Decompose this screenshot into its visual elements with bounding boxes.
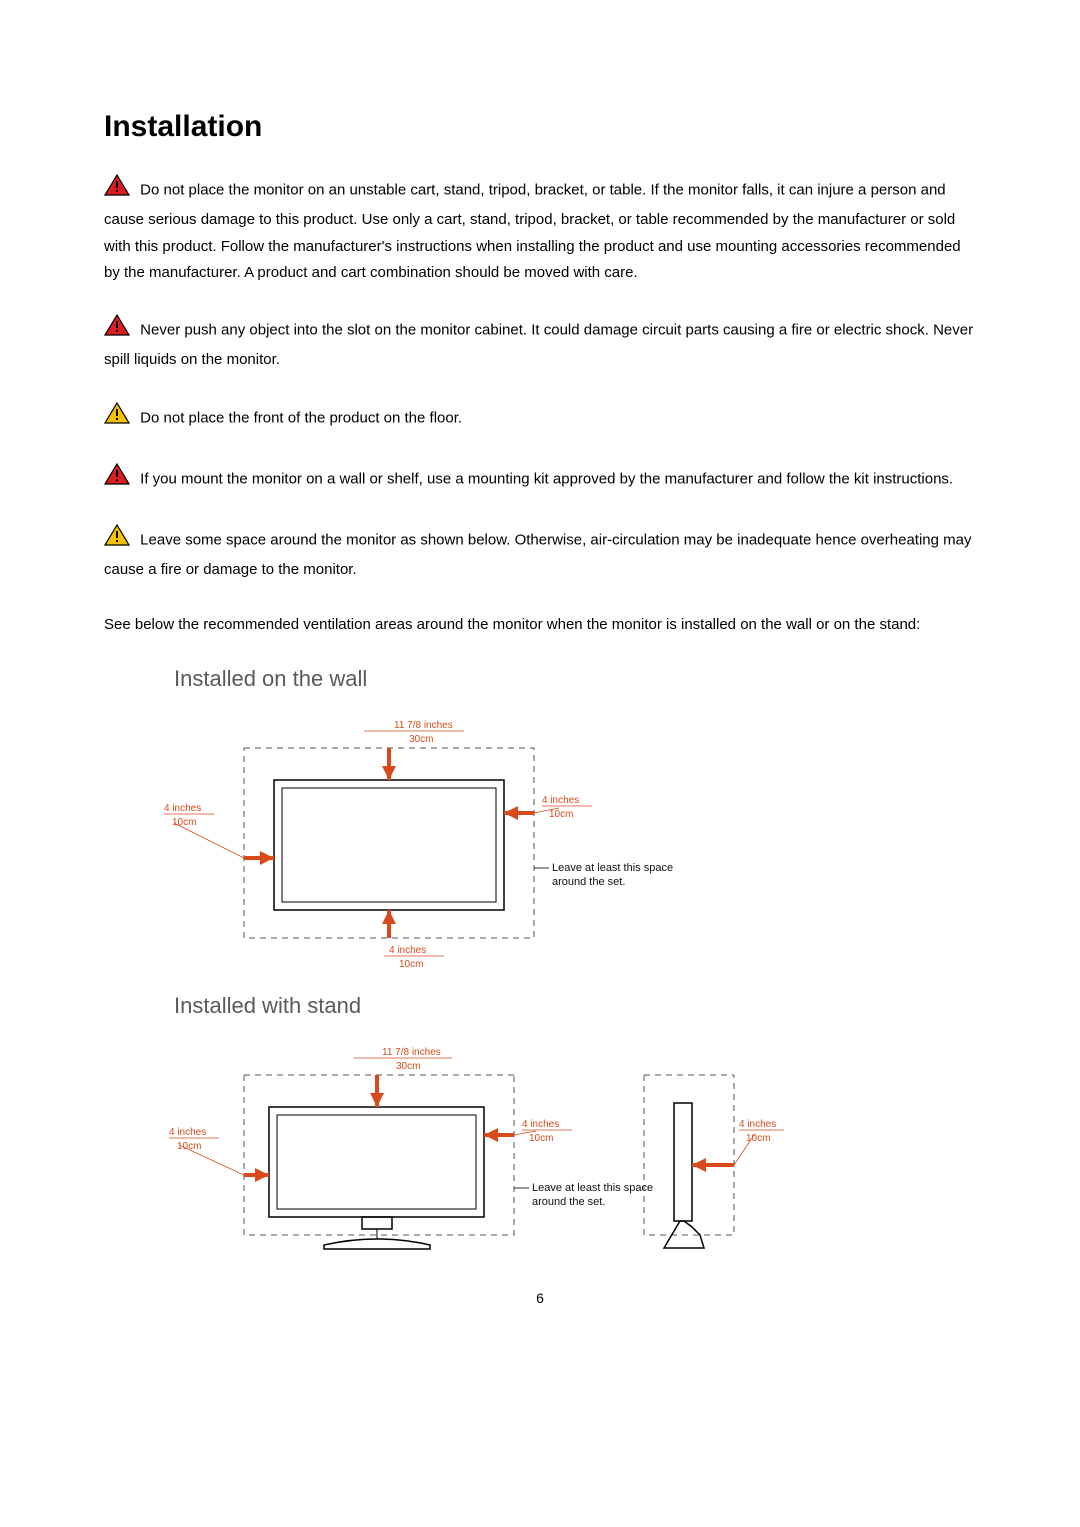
diagram-note-line1: Leave at least this space bbox=[552, 862, 673, 874]
paragraph-text: Never push any object into the slot on t… bbox=[104, 322, 973, 369]
warning-paragraph-2: Never push any object into the slot on t… bbox=[104, 314, 976, 374]
paragraph-text: If you mount the monitor on a wall or sh… bbox=[140, 470, 953, 487]
page-title: Installation bbox=[104, 110, 976, 144]
warning-icon-yellow bbox=[104, 402, 130, 433]
warning-paragraph-5: Leave some space around the monitor as s… bbox=[104, 524, 976, 584]
label-right-cm: 10cm bbox=[549, 809, 573, 820]
label-top-cm: 30cm bbox=[409, 734, 433, 745]
warning-icon-red bbox=[104, 463, 130, 494]
diagram-stand: 11 7/8 inches 30cm 4 inches 10cm 4 inche… bbox=[164, 1035, 976, 1270]
page-number: 6 bbox=[104, 1290, 976, 1306]
warning-icon-red bbox=[104, 174, 130, 205]
diagram-title-stand: Installed with stand bbox=[174, 993, 976, 1019]
diagram-note-line2: around the set. bbox=[532, 1196, 605, 1208]
label-top-inches: 11 7/8 inches bbox=[394, 720, 453, 731]
warning-icon-yellow bbox=[104, 524, 130, 555]
warning-paragraph-1: Do not place the monitor on an unstable … bbox=[104, 174, 976, 286]
label-right-inches: 4 inches bbox=[542, 795, 579, 806]
label-top-cm: 30cm bbox=[396, 1061, 420, 1072]
warning-paragraph-3: Do not place the front of the product on… bbox=[104, 402, 976, 435]
paragraph-text: Do not place the front of the product on… bbox=[140, 409, 462, 426]
label-side-inches: 4 inches bbox=[739, 1119, 776, 1130]
diagram-wall: 11 7/8 inches 30cm 4 inches 10cm 4 inche… bbox=[164, 708, 976, 973]
diagram-title-wall: Installed on the wall bbox=[174, 666, 976, 692]
diagram-note-line2: around the set. bbox=[552, 876, 625, 888]
label-left-cm: 10cm bbox=[172, 817, 196, 828]
paragraph-text: Do not place the monitor on an unstable … bbox=[104, 182, 961, 281]
label-left-inches: 4 inches bbox=[169, 1127, 206, 1138]
label-right-cm: 10cm bbox=[529, 1133, 553, 1144]
paragraph-text: Leave some space around the monitor as s… bbox=[104, 532, 971, 579]
label-bottom-inches: 4 inches bbox=[389, 945, 426, 956]
label-left-inches: 4 inches bbox=[164, 803, 201, 814]
intro-paragraph: See below the recommended ventilation ar… bbox=[104, 612, 976, 638]
label-left-cm: 10cm bbox=[177, 1141, 201, 1152]
label-bottom-cm: 10cm bbox=[399, 959, 423, 968]
label-top-inches: 11 7/8 inches bbox=[382, 1047, 441, 1058]
label-right-inches: 4 inches bbox=[522, 1119, 559, 1130]
label-side-cm: 10cm bbox=[746, 1133, 770, 1144]
warning-icon-red bbox=[104, 314, 130, 345]
warning-paragraph-4: If you mount the monitor on a wall or sh… bbox=[104, 463, 976, 496]
diagram-note-line1: Leave at least this space bbox=[532, 1182, 653, 1194]
